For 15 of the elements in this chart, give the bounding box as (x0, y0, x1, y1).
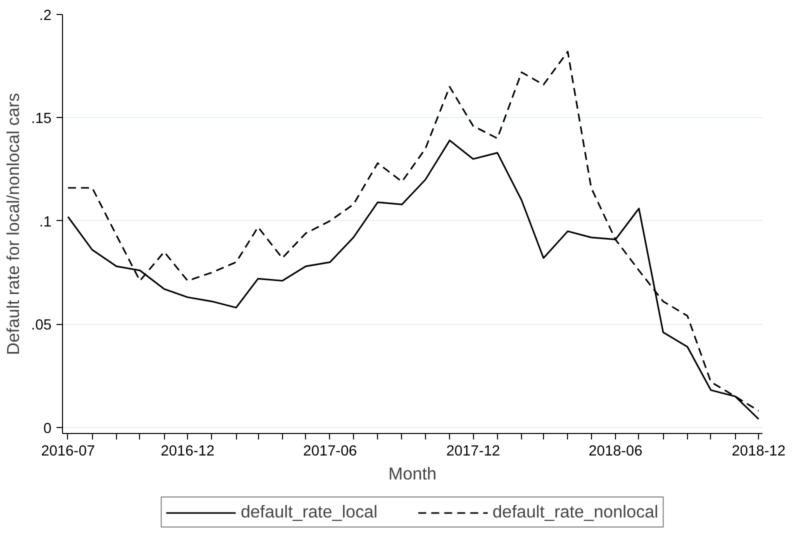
y-tick-label: .1 (39, 214, 52, 230)
y-tick-label: 0 (43, 420, 52, 437)
y-tick-label: .05 (31, 318, 52, 334)
legend-label: default_rate_nonlocal (492, 502, 658, 522)
x-tick-label: 2018-06 (588, 444, 642, 460)
x-tick-label: 2018-12 (732, 444, 786, 460)
y-axis-title: Default rate for local/nonlocal cars (3, 92, 24, 355)
x-tick-label: 2016-07 (41, 444, 95, 460)
x-tick-label: 2016-12 (160, 444, 215, 460)
x-axis-title: Month (388, 464, 437, 484)
y-tick-label: .2 (39, 8, 52, 24)
y-tick-label: .15 (31, 111, 52, 128)
x-tick-label: 2017-12 (446, 444, 500, 460)
x-tick-label: 2017-06 (303, 444, 357, 460)
legend-label: default_rate_local (240, 502, 378, 522)
